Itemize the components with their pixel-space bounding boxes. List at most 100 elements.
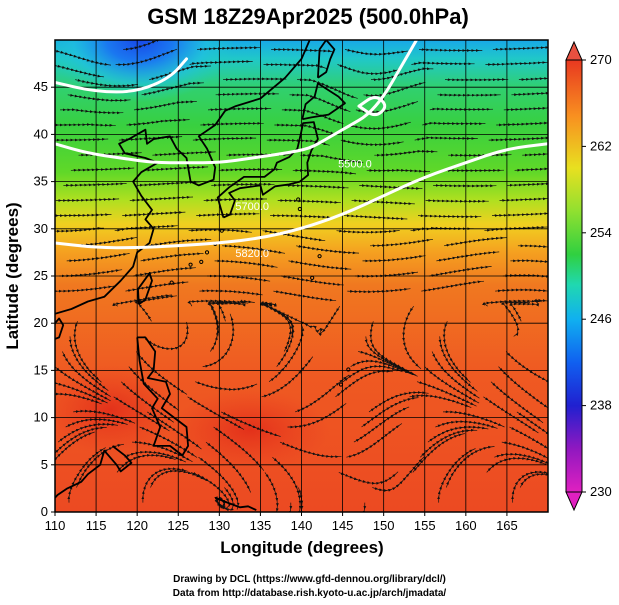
island <box>169 280 174 285</box>
streamline <box>297 78 358 99</box>
colorbar-scale <box>565 59 583 493</box>
colorbar-ticks: 230 238 246 254 262 270 <box>582 52 612 499</box>
contour-label: 5820.0 <box>235 248 269 260</box>
streamline <box>488 136 548 142</box>
y-axis-ticks: 0 5 10 15 20 25 30 35 40 45 <box>34 79 55 519</box>
colorbar-tick-label: 238 <box>590 398 612 413</box>
streamline <box>67 93 131 102</box>
streamline <box>448 153 512 157</box>
streamline <box>445 445 495 488</box>
streamline <box>507 181 548 187</box>
streamline <box>402 305 422 370</box>
streamline <box>522 150 548 157</box>
streamline <box>213 426 265 471</box>
streamline <box>505 351 548 387</box>
streamline <box>285 184 349 190</box>
streamline <box>112 294 172 307</box>
streamline <box>55 123 116 127</box>
x-tick-label: 145 <box>332 518 354 533</box>
streamline <box>443 236 507 247</box>
streamline <box>336 229 400 234</box>
y-tick-label: 5 <box>41 457 48 472</box>
x-tick-label: 125 <box>167 518 189 533</box>
x-axis-ticks: 110 115 120 125 130 135 140 145 150 155 160 165 <box>45 512 518 533</box>
streamline <box>78 151 142 157</box>
streamline <box>340 139 404 147</box>
streamline <box>425 199 489 203</box>
chart-title: GSM 18Z29Apr2025 (500.0hPa) <box>147 4 469 29</box>
streamline <box>514 165 548 172</box>
streamline <box>511 90 548 97</box>
streamline <box>417 214 482 219</box>
streamline <box>55 197 120 202</box>
streamline <box>192 136 257 142</box>
streamline <box>63 182 127 187</box>
island <box>310 275 315 280</box>
contour-label: 5500.0 <box>338 158 372 170</box>
plot-area: 5500.0 5700.0 5820.0 <box>55 40 548 512</box>
streamline <box>115 48 178 67</box>
streamline <box>122 211 186 217</box>
streamline <box>195 381 258 391</box>
streamline <box>187 396 245 430</box>
streamline <box>199 289 263 296</box>
colorbar-tick-label: 246 <box>590 311 612 326</box>
streamline <box>262 229 326 242</box>
streamline <box>510 259 548 266</box>
streamline <box>485 61 548 66</box>
island <box>219 228 224 233</box>
streamline <box>369 238 434 248</box>
streamline <box>73 321 102 383</box>
streamline <box>133 266 196 277</box>
streamline <box>218 167 283 172</box>
x-tick-label: 155 <box>414 518 436 533</box>
streamline <box>362 255 426 263</box>
streamline <box>366 168 431 173</box>
x-tick-label: 110 <box>45 518 66 533</box>
streamline <box>211 182 275 187</box>
streamline <box>60 108 124 115</box>
streamline <box>259 301 277 307</box>
island <box>297 206 302 212</box>
y-tick-label: 25 <box>34 268 48 283</box>
streamline <box>351 199 415 206</box>
streamline <box>55 213 112 218</box>
y-axis-label: Latitude (degrees) <box>3 202 22 349</box>
streamline <box>503 105 548 112</box>
streamline <box>129 195 194 202</box>
streamline <box>148 238 212 247</box>
y-tick-label: 45 <box>34 79 48 94</box>
coastline <box>55 445 133 499</box>
streamline <box>442 321 471 383</box>
streamline <box>344 214 408 221</box>
x-axis-label: Longitude (degrees) <box>220 538 383 557</box>
streamline <box>215 92 279 97</box>
streamline <box>421 280 485 293</box>
streamline <box>370 67 434 82</box>
coastline <box>317 40 336 79</box>
contour-line <box>55 40 418 165</box>
streamline <box>75 78 139 88</box>
y-tick-label: 0 <box>41 504 48 519</box>
streamline <box>344 48 408 56</box>
streamline <box>348 121 411 131</box>
streamline <box>196 212 260 217</box>
streamline <box>144 165 209 172</box>
colorbar-bottom-arrow <box>565 491 583 512</box>
streamline <box>55 48 112 66</box>
streamline <box>517 244 548 252</box>
streamline <box>359 184 423 190</box>
colorbar-tick-label: 230 <box>590 484 612 499</box>
contour-line <box>55 142 548 250</box>
streamline <box>297 306 341 337</box>
streamline <box>55 285 115 293</box>
colorbar-tick-label: 270 <box>590 52 612 67</box>
streamline <box>123 40 182 51</box>
x-tick-label: 120 <box>126 518 148 533</box>
streamline <box>288 260 352 271</box>
island <box>338 382 344 387</box>
colorbar-top-arrow <box>565 40 583 61</box>
streamline <box>296 244 360 255</box>
streamline <box>274 123 337 135</box>
streamline <box>189 60 253 66</box>
